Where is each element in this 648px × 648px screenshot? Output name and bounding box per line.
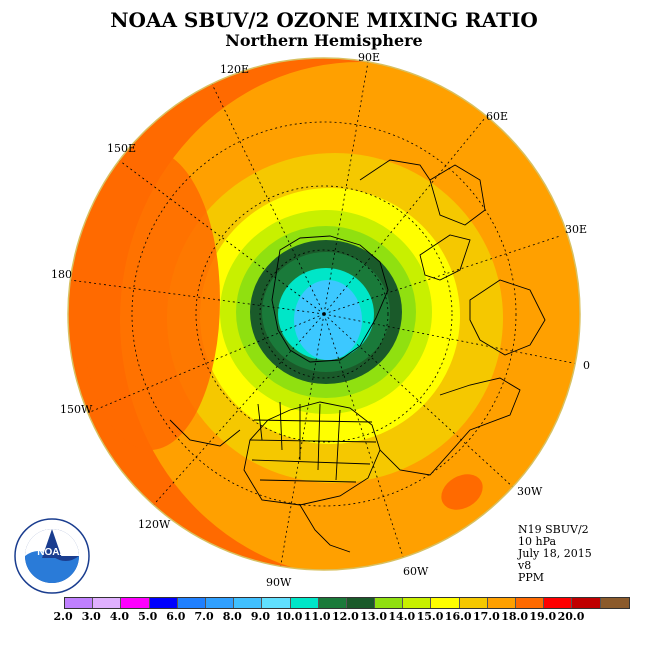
colorbar-swatch bbox=[544, 598, 573, 608]
colorbar-tick-label: 6.0 bbox=[166, 610, 186, 623]
colorbar-tick-label: 3.0 bbox=[81, 610, 101, 623]
chart-title: NOAA SBUV/2 OZONE MIXING RATIO bbox=[110, 8, 538, 32]
label-90e: 90E bbox=[358, 51, 381, 64]
colorbar-tick-label: 4.0 bbox=[109, 610, 130, 623]
colorbar-tick-label: 11.0 bbox=[303, 610, 331, 623]
label-120w: 120W bbox=[138, 518, 171, 531]
colorbar-swatch bbox=[572, 598, 601, 608]
info-units: PPM bbox=[518, 571, 545, 584]
colorbar-tick-label: 18.0 bbox=[501, 610, 528, 623]
field-patch-west bbox=[80, 150, 220, 450]
colorbar-tick-label: 12.0 bbox=[332, 610, 359, 623]
colorbar-tick-label: 7.0 bbox=[194, 610, 214, 623]
field-pole bbox=[294, 280, 362, 360]
coastlines bbox=[169, 159, 546, 553]
colorbar-swatch bbox=[516, 598, 545, 608]
colorbar-swatch bbox=[431, 598, 460, 608]
colorbar-tick-label: 5.0 bbox=[138, 610, 158, 623]
label-60w: 60W bbox=[403, 565, 429, 578]
colorbar-tick-label: 2.0 bbox=[53, 610, 73, 623]
colorbar-tick-label: 16.0 bbox=[444, 610, 472, 623]
colorbar-tick-label: 13.0 bbox=[360, 610, 387, 623]
chart-subtitle: Northern Hemisphere bbox=[225, 31, 423, 50]
colorbar-swatch bbox=[318, 598, 347, 608]
label-120e: 120E bbox=[220, 63, 250, 76]
info-satellite: N19 SBUV/2 bbox=[518, 523, 589, 536]
colorbar-swatch bbox=[65, 598, 94, 608]
label-90w: 90W bbox=[266, 576, 292, 589]
colorbar-swatch bbox=[346, 598, 376, 608]
colorbar-swatch bbox=[290, 598, 319, 608]
info-pressure: 10 hPa bbox=[518, 535, 557, 548]
map-border bbox=[67, 57, 581, 571]
info-block: N19 SBUV/2 10 hPa July 18, 2015 v8 PPM bbox=[518, 524, 592, 584]
graticule bbox=[69, 61, 579, 570]
noaa-logo-text: NOAA bbox=[37, 547, 66, 558]
label-0: 0 bbox=[583, 359, 590, 372]
info-date: July 18, 2015 bbox=[518, 547, 592, 560]
colorbar-tick-label: 10.0 bbox=[275, 610, 303, 623]
colorbar bbox=[64, 597, 630, 609]
colorbar-swatch bbox=[262, 598, 291, 608]
colorbar-tick-label: 19.0 bbox=[529, 610, 557, 623]
colorbar-swatch bbox=[403, 598, 432, 608]
colorbar-tick-label: 9.0 bbox=[250, 610, 271, 623]
colorbar-swatch bbox=[487, 598, 516, 608]
colorbar-swatch bbox=[459, 598, 488, 608]
label-60e: 60E bbox=[486, 110, 509, 123]
label-150w: 150W bbox=[60, 403, 93, 416]
colorbar-swatch bbox=[93, 598, 122, 608]
colorbar-tick-label: 14.0 bbox=[388, 610, 416, 623]
ozone-field bbox=[68, 58, 580, 570]
colorbar-swatch bbox=[121, 598, 150, 608]
colorbar-swatch bbox=[149, 598, 178, 608]
colorbar-tick-label: 17.0 bbox=[473, 610, 500, 623]
colorbar-tick-label: 15.0 bbox=[416, 610, 444, 623]
label-180: 180 bbox=[51, 268, 72, 281]
noaa-logo-icon: NOAA bbox=[14, 518, 90, 594]
colorbar-swatch bbox=[600, 598, 629, 608]
colorbar-tick-label: 20.0 bbox=[557, 610, 585, 623]
colorbar-swatch bbox=[234, 598, 263, 608]
colorbar-tick-label: 8.0 bbox=[222, 610, 242, 623]
label-150e: 150E bbox=[107, 142, 137, 155]
colorbar-swatch bbox=[375, 598, 404, 608]
field-patch-atlantic bbox=[441, 474, 483, 510]
label-30e: 30E bbox=[565, 223, 588, 236]
label-30w: 30W bbox=[517, 485, 543, 498]
colorbar-swatch bbox=[205, 598, 235, 608]
colorbar-swatch bbox=[177, 598, 206, 608]
info-version: v8 bbox=[518, 559, 532, 572]
